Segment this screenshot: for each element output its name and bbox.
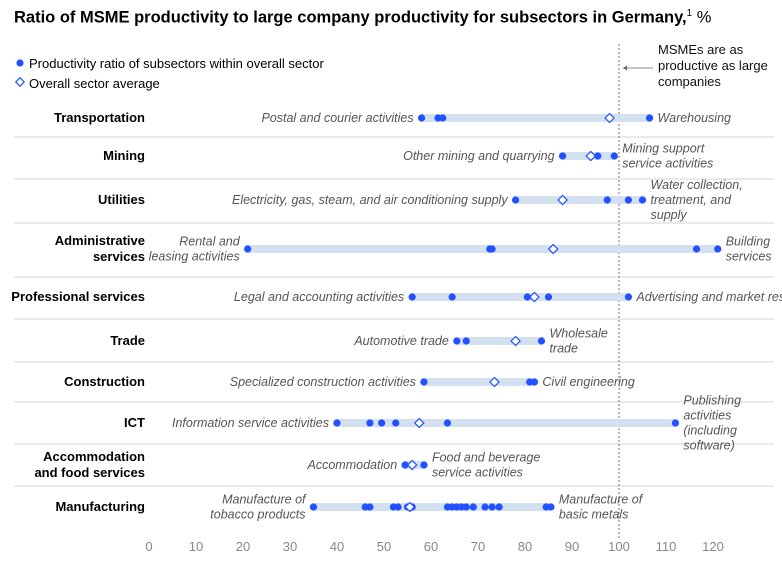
- subsector-point: [714, 245, 721, 252]
- sector-label: Manufacturing: [55, 499, 145, 514]
- reference-line-note: MSMEs are as productive as large compani…: [658, 42, 770, 90]
- pointer-arrowhead: [623, 66, 627, 71]
- right-annotation: Manufacture of basic metals: [559, 493, 644, 522]
- sector-label: ICT: [124, 415, 145, 430]
- subsector-point: [378, 419, 385, 426]
- x-tick-label: 80: [518, 539, 532, 554]
- subsector-point: [449, 293, 456, 300]
- right-annotation: Wholesale trade: [549, 327, 607, 356]
- sector-label: Trade: [110, 333, 145, 348]
- subsector-point: [366, 503, 373, 510]
- x-tick-label: 120: [702, 539, 724, 554]
- right-annotation: Advertising and market research: [635, 290, 782, 304]
- subsector-point: [439, 114, 446, 121]
- subsector-point: [244, 245, 251, 252]
- sector-label: Construction: [64, 374, 145, 389]
- subsector-point: [604, 196, 611, 203]
- subsector-point: [545, 293, 552, 300]
- x-tick-label: 70: [471, 539, 485, 554]
- right-annotation: Building services: [726, 235, 772, 264]
- left-annotation: Accommodation: [307, 458, 398, 472]
- subsector-point: [333, 419, 340, 426]
- subsector-point: [559, 152, 566, 159]
- subsector-point: [538, 337, 545, 344]
- x-tick-label: 40: [330, 539, 344, 554]
- subsector-point: [639, 196, 646, 203]
- right-annotation: Mining support service activities: [622, 142, 713, 171]
- left-annotation: Legal and accounting activities: [234, 290, 404, 304]
- subsector-point: [463, 503, 470, 510]
- subsector-point: [625, 293, 632, 300]
- sector-label: Accommodation and food services: [34, 449, 145, 480]
- subsector-point: [496, 503, 503, 510]
- x-tick-label: 0: [145, 539, 152, 554]
- x-tick-label: 110: [656, 539, 677, 554]
- subsector-point: [531, 378, 538, 385]
- x-tick-label: 20: [236, 539, 250, 554]
- left-annotation: Other mining and quarrying: [403, 149, 555, 163]
- sector-label: Transportation: [54, 110, 145, 125]
- subsector-point: [392, 419, 399, 426]
- subsector-point: [463, 337, 470, 344]
- subsector-point: [481, 503, 488, 510]
- right-annotation: Warehousing: [658, 111, 731, 125]
- subsector-point: [512, 196, 519, 203]
- sector-label: Utilities: [98, 192, 145, 207]
- left-annotation: Information service activities: [172, 416, 329, 430]
- subsector-point: [366, 419, 373, 426]
- x-tick-label: 50: [377, 539, 391, 554]
- left-annotation: Manufacture of tobacco products: [210, 493, 307, 522]
- x-tick-label: 10: [189, 539, 203, 554]
- subsector-point: [672, 419, 679, 426]
- sector-label: Mining: [103, 148, 145, 163]
- x-tick-label: 60: [424, 539, 438, 554]
- subsector-point: [420, 461, 427, 468]
- left-annotation: Rental and leasing activities: [149, 235, 241, 264]
- x-tick-label: 90: [565, 539, 579, 554]
- subsector-point: [547, 503, 554, 510]
- left-annotation: Postal and courier activities: [261, 111, 413, 125]
- sector-label: Professional services: [11, 289, 145, 304]
- left-annotation: Automotive trade: [353, 334, 449, 348]
- subsector-point: [420, 378, 427, 385]
- sector-label: Administrative services: [55, 233, 145, 264]
- subsector-point: [409, 293, 416, 300]
- subsector-point: [310, 503, 317, 510]
- right-annotation: Civil engineering: [542, 375, 634, 389]
- subsector-point: [489, 503, 496, 510]
- subsector-point: [444, 419, 451, 426]
- subsector-point: [453, 337, 460, 344]
- subsector-point: [625, 196, 632, 203]
- subsector-point: [693, 245, 700, 252]
- left-annotation: Specialized construction activities: [230, 375, 416, 389]
- right-annotation: Food and beverage service activities: [432, 451, 540, 480]
- subsector-point: [646, 114, 653, 121]
- right-annotation: Publishing activities (including software): [683, 394, 741, 453]
- left-annotation: Electricity, gas, steam, and air conditi…: [232, 193, 508, 207]
- subsector-point: [418, 114, 425, 121]
- subsector-point: [489, 245, 496, 252]
- subsector-point: [611, 152, 618, 159]
- subsector-point: [395, 503, 402, 510]
- x-tick-label: 30: [283, 539, 297, 554]
- x-tick-label: 100: [608, 539, 630, 554]
- subsector-point: [470, 503, 477, 510]
- right-annotation: Water collection, treatment, and supply: [651, 178, 743, 222]
